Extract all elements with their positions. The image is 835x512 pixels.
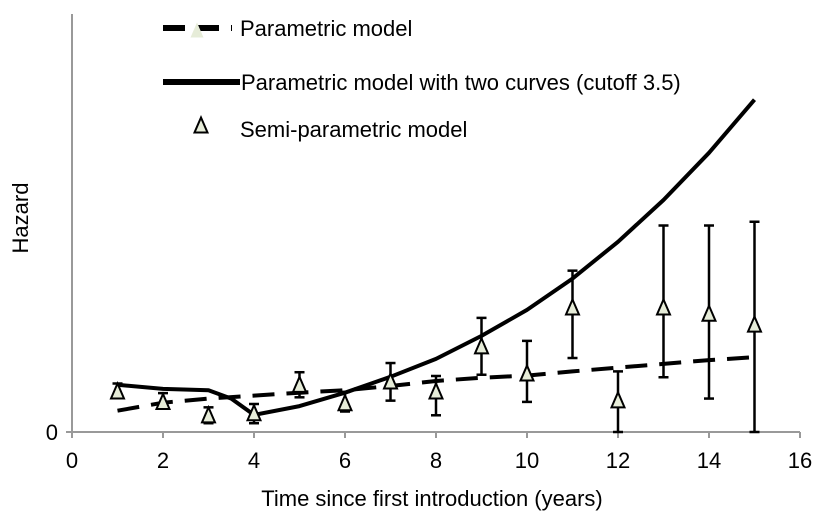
semi-parametric-point [564,297,581,316]
series-layer [109,98,763,434]
semi-parametric-point [336,392,354,412]
x-tick-label: 16 [788,448,812,473]
series-3 [109,220,763,434]
semi-parametric-point [473,335,490,355]
semi-parametric-point [700,303,718,322]
x-tick-label: 14 [697,448,721,473]
parametric-two-curve-line [117,98,757,417]
semi-parametric-point [609,389,627,409]
semi-parametric-point [382,370,399,390]
y-axis-ticks: 0 [46,420,72,445]
y-tick-label: 0 [46,420,58,445]
x-tick-label: 12 [606,448,630,473]
semi-parametric-point [427,381,445,400]
x-tick-label: 6 [339,448,351,473]
x-tick-label: 8 [430,448,442,473]
legend-swatch-triangle [192,114,210,134]
x-tick-label: 10 [515,448,539,473]
y-axis-label: Hazard [8,183,33,254]
x-axis-ticks: 0 2 4 6 8 10 12 14 16 [66,432,812,473]
legend: Parametric model Parametric model with tw… [163,16,681,142]
semi-parametric-point [245,402,263,422]
x-axis-label: Time since first introduction (years) [261,486,603,511]
x-tick-label: 2 [157,448,169,473]
semi-parametric-point [291,374,308,393]
x-tick-label: 4 [248,448,260,473]
semi-parametric-point [154,391,172,410]
legend-item-3: Semi-parametric model [192,114,467,142]
semi-parametric-point [109,381,126,400]
legend-swatch-marker [190,22,204,38]
legend-item-2: Parametric model with two curves (cutoff… [163,70,681,95]
semi-parametric-point [746,314,763,333]
semi-parametric-point [518,363,536,382]
semi-parametric-point [655,297,672,316]
legend-label-3: Semi-parametric model [240,117,467,142]
legend-label-1: Parametric model [240,16,412,41]
semi-parametric-point [200,404,217,424]
series-2 [117,98,757,417]
legend-item-1: Parametric model [163,16,412,41]
legend-label-2: Parametric model with two curves (cutoff… [241,70,681,95]
x-tick-label: 0 [66,448,78,473]
